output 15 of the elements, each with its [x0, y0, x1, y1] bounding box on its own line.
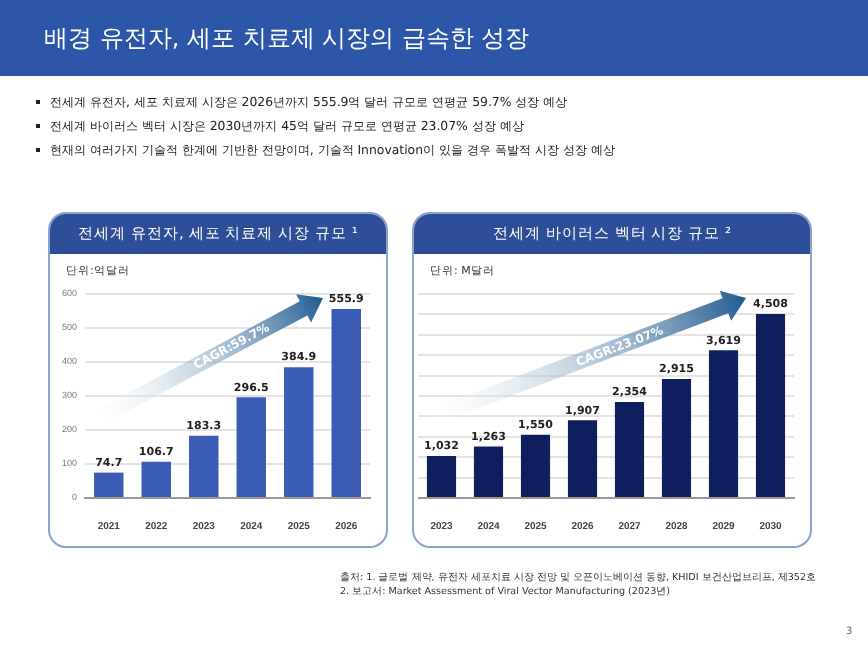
bar	[661, 379, 692, 497]
bar	[708, 350, 739, 497]
bar	[94, 472, 124, 497]
bar	[567, 420, 598, 497]
bar	[236, 397, 266, 497]
bar	[284, 367, 314, 497]
bar	[331, 308, 361, 497]
bar	[614, 401, 645, 497]
bar	[189, 435, 219, 497]
bar	[755, 314, 786, 497]
text: 배경 유전자, 세포 치료제 시장의 급속한 성장	[0, 0, 868, 76]
bar	[141, 461, 171, 497]
bar	[426, 455, 457, 497]
bar	[520, 434, 551, 497]
bar	[473, 446, 504, 497]
